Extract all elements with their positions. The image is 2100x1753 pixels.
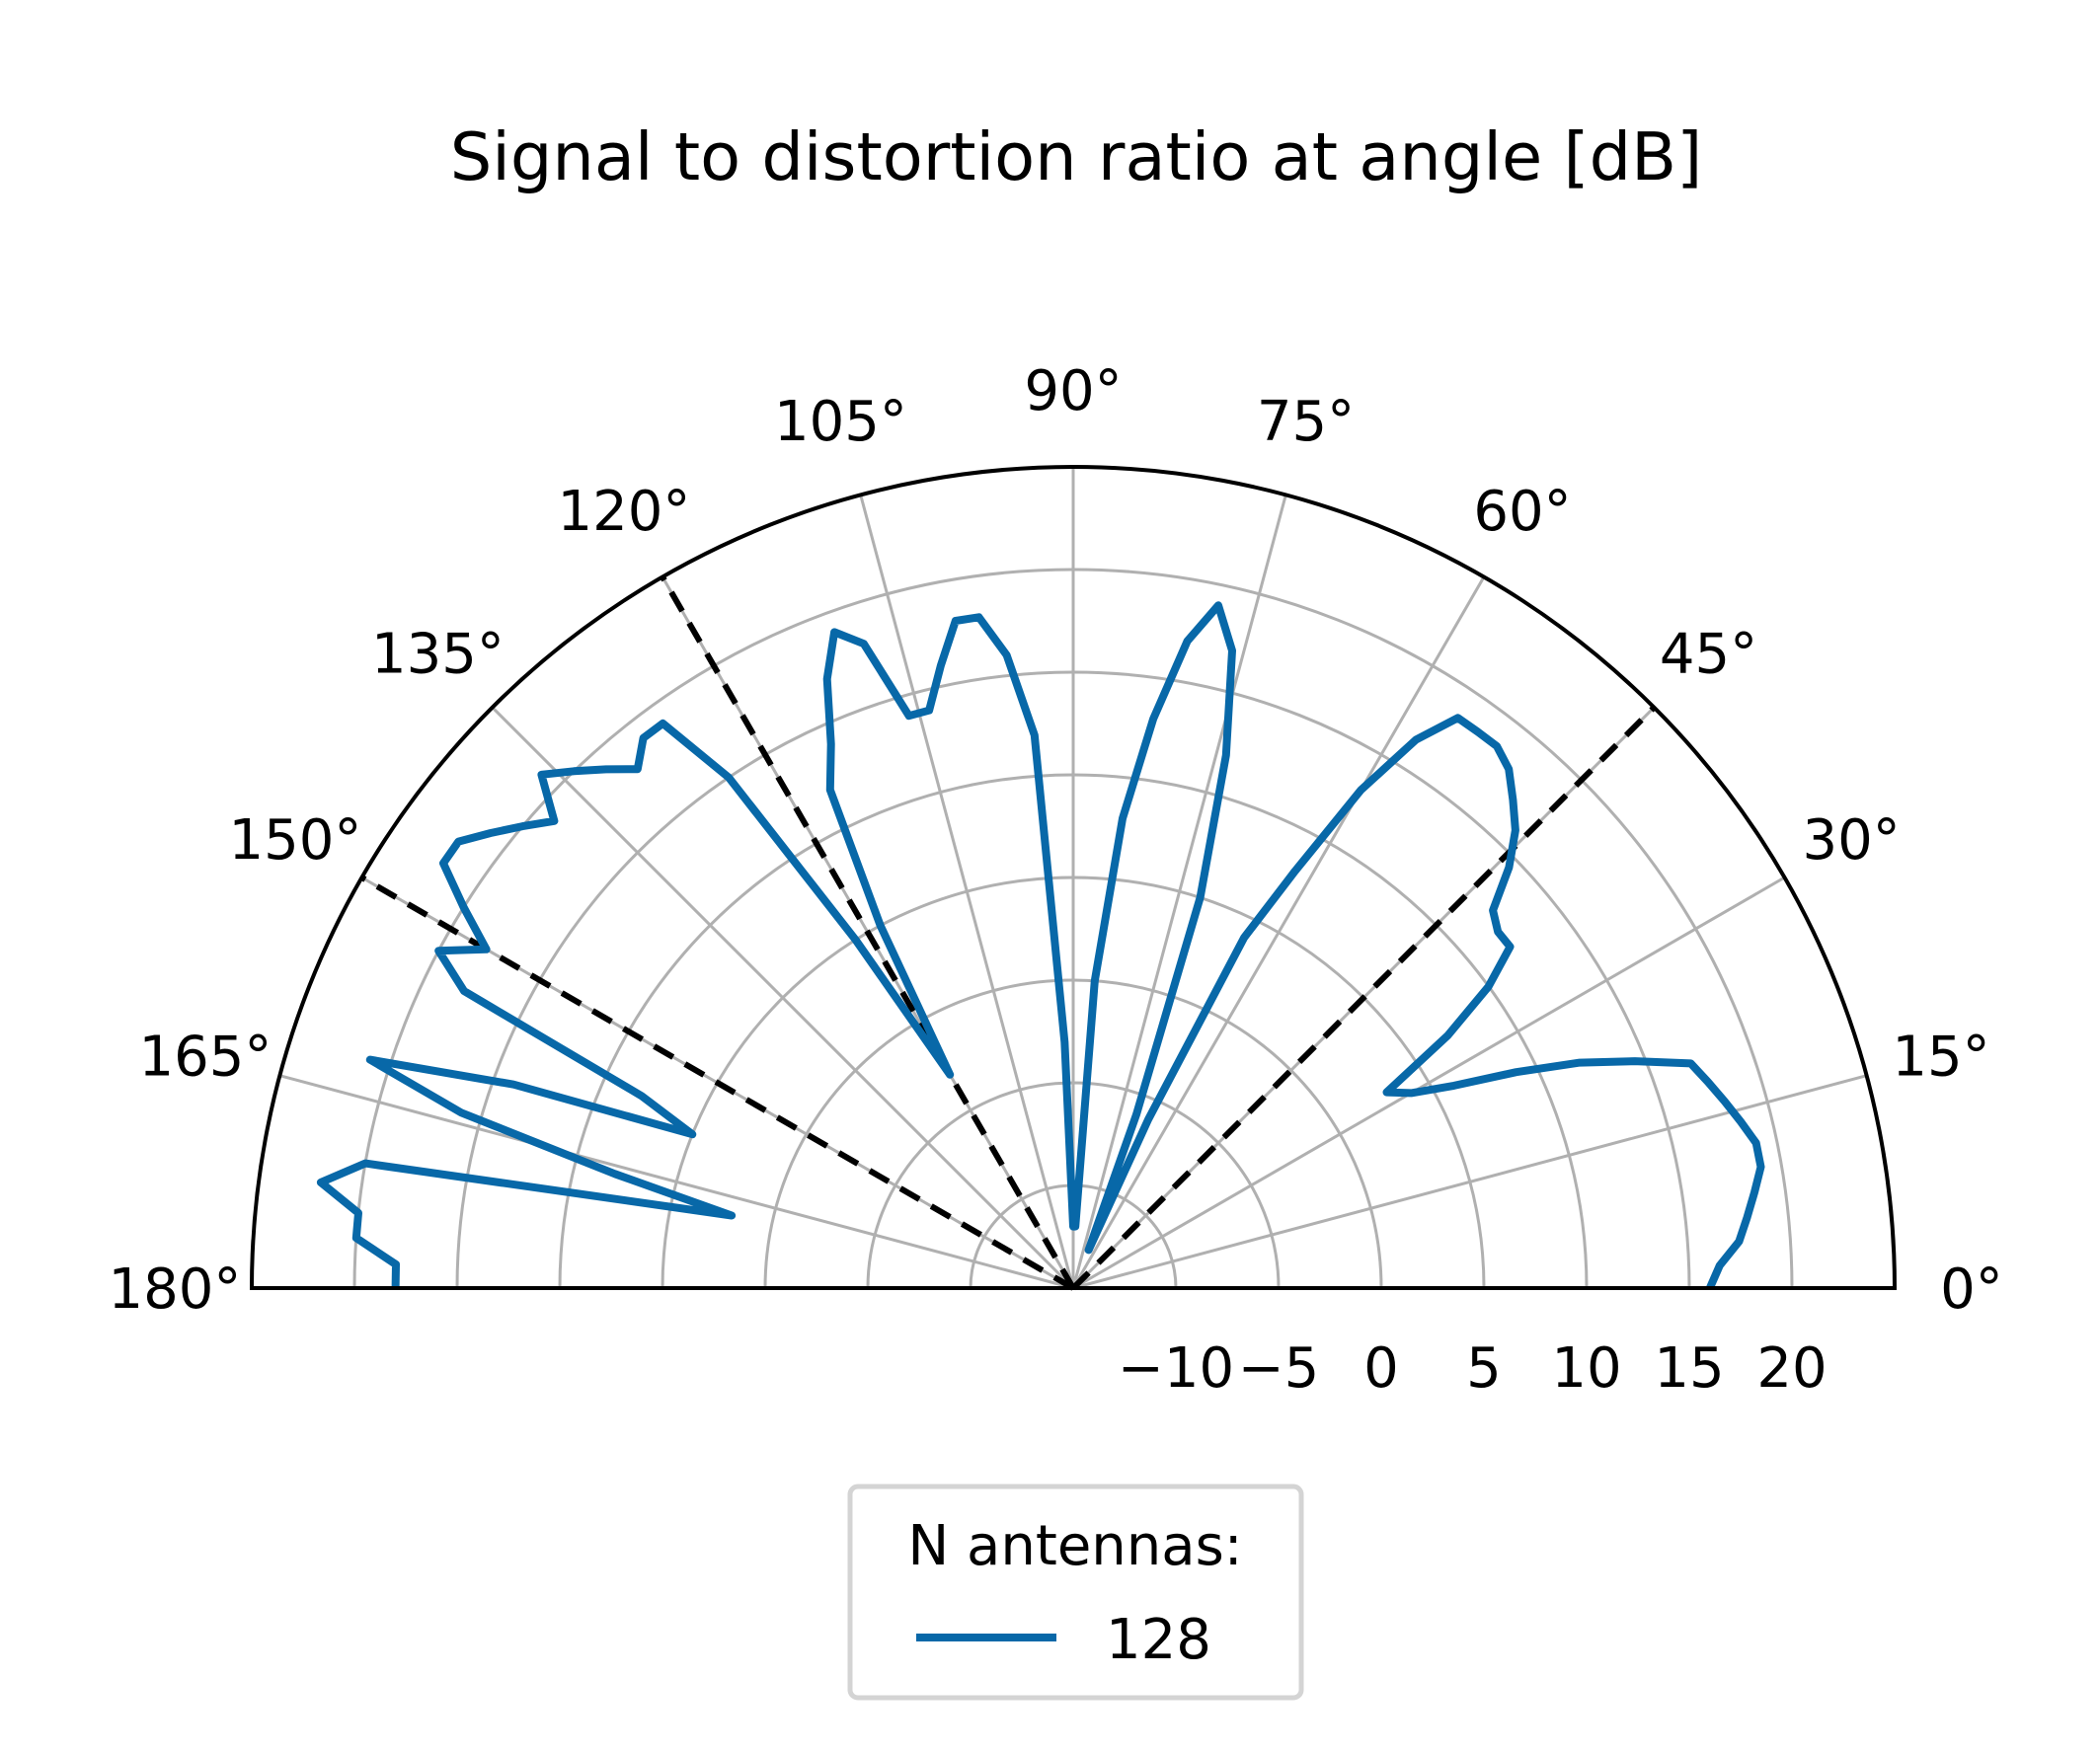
- radial-tick-label: −10: [1118, 1336, 1234, 1401]
- theta-tick-label: 135°: [371, 623, 505, 687]
- angular-gridline: [491, 706, 1075, 1290]
- theta-tick-label: 90°: [1024, 359, 1122, 423]
- radial-tick-label: 10: [1551, 1336, 1621, 1401]
- theta-tick-labels: 0° 15° 30° 45° 60° 75° 90° 105° 120° 135° 150° 165°…: [109, 359, 2003, 1322]
- series-line-128: [316, 601, 1765, 1290]
- theta-tick-label: 165°: [139, 1026, 272, 1090]
- angular-gridline: [1071, 575, 1486, 1289]
- angular-gridline: [1072, 876, 1786, 1290]
- radial-tick-label: 20: [1756, 1336, 1827, 1401]
- legend-entry-label: 128: [1106, 1608, 1211, 1672]
- theta-tick-label: 120°: [558, 480, 691, 544]
- angular-gridline: [1071, 494, 1287, 1289]
- theta-tick-label: 180°: [109, 1258, 242, 1322]
- polar-outline: [249, 465, 1898, 1290]
- angular-gridline: [1072, 1074, 1868, 1290]
- reference-line: [1070, 705, 1657, 1291]
- legend-title: N antennas:: [907, 1514, 1242, 1578]
- chart-title: Signal to distortion ratio at angle [dB]: [450, 118, 1703, 195]
- theta-tick-label: 60°: [1473, 480, 1571, 544]
- radial-tick-label: −5: [1238, 1336, 1320, 1401]
- theta-tick-label: 45°: [1660, 623, 1757, 687]
- radial-tick-label: 5: [1466, 1336, 1502, 1401]
- legend: N antennas: 128: [847, 1484, 1304, 1701]
- angular-gridline: [278, 1074, 1074, 1290]
- radial-tick-label: 15: [1654, 1336, 1724, 1401]
- theta-tick-label: 0°: [1940, 1258, 2003, 1322]
- legend-frame: [847, 1484, 1304, 1701]
- theta-tick-label: 105°: [774, 390, 907, 454]
- angular-gridline: [859, 494, 1075, 1289]
- theta-tick-label: 150°: [228, 808, 361, 873]
- reference-line: [660, 574, 1076, 1290]
- series-layer: [316, 601, 1765, 1290]
- theta-tick-label: 30°: [1802, 808, 1900, 873]
- polar-frame: [249, 465, 1898, 1290]
- theta-tick-label: 15°: [1892, 1026, 1989, 1090]
- theta-tick-label: 75°: [1257, 390, 1355, 454]
- radial-tick-labels: −10 −5 0 5 10 15 20: [1118, 1336, 1828, 1401]
- radial-tick-label: 0: [1363, 1336, 1399, 1401]
